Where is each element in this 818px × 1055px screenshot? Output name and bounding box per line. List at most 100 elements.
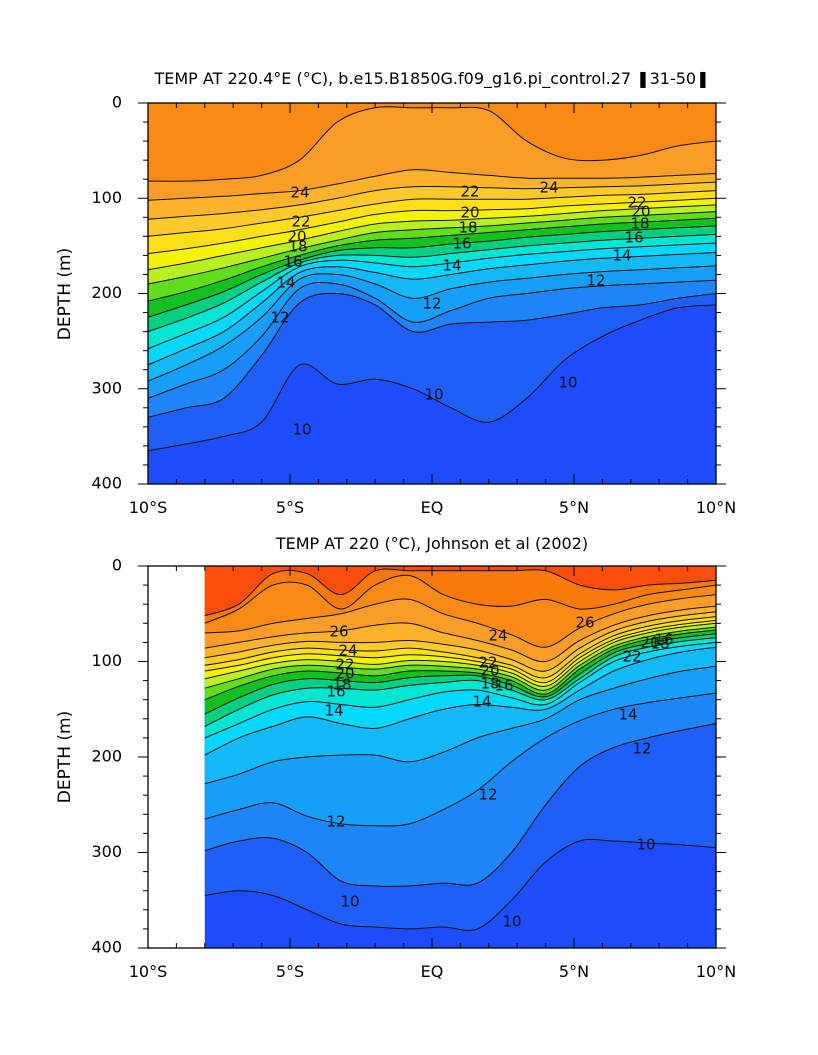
contour-label: 20 xyxy=(460,204,479,222)
y-tick-label: 300 xyxy=(91,842,122,861)
isotherm-line xyxy=(147,233,717,333)
x-tick-label: EQ xyxy=(421,962,444,981)
contour-label: 26 xyxy=(575,614,594,632)
x-tick-label: 10°N xyxy=(696,498,736,517)
axes: 10°S 5°S EQ 5°N 10°N 0 100 200 300 400 xyxy=(91,93,736,518)
contour-label: 10 xyxy=(340,893,359,911)
y-tick-label: 0 xyxy=(112,556,122,575)
isotherm-line xyxy=(147,292,717,418)
contour-label: 20 xyxy=(335,665,354,683)
contour-label: 22 xyxy=(622,648,641,666)
x-tick-label: 5°S xyxy=(276,498,304,517)
isotherm-line xyxy=(147,265,717,382)
isotherm-line xyxy=(147,204,717,271)
chart-title: TEMP AT 220.4°E (°C), b.e15.B1850G.f09_g… xyxy=(153,69,709,89)
contour-label: 10 xyxy=(424,386,443,404)
contour-label: 18 xyxy=(630,215,649,233)
contour-label: 24 xyxy=(488,627,507,645)
contour-label: 26 xyxy=(329,623,348,641)
isotherm-line xyxy=(204,692,717,827)
contour-label: 20 xyxy=(631,203,650,221)
contour-label: 10 xyxy=(636,836,655,854)
contour-label: 14 xyxy=(472,693,491,711)
x-tick-label: 5°S xyxy=(276,962,304,981)
contour-label: 10 xyxy=(292,421,311,439)
isotherm-line xyxy=(147,169,717,201)
temperature-band xyxy=(148,103,716,182)
contour-label: 14 xyxy=(612,247,631,265)
isotherm-line xyxy=(204,574,717,624)
contour-label: 18 xyxy=(480,675,499,693)
isotherm-line xyxy=(147,217,717,302)
isotherm-line xyxy=(204,633,717,715)
contour-label: 24 xyxy=(338,642,357,660)
isotherm-line xyxy=(147,242,717,350)
isotherm-line xyxy=(204,723,717,887)
axes: 10°S 5°S EQ 5°N 10°N 0 100 200 300 400 xyxy=(91,556,736,982)
isotherm-line xyxy=(147,190,717,237)
y-axis-title: DEPTH (m) xyxy=(55,711,75,803)
x-tick-label: 5°N xyxy=(559,498,589,517)
x-tick-label: 10°S xyxy=(129,498,168,517)
isotherm-line xyxy=(204,611,717,672)
contour-fills xyxy=(204,566,717,948)
isotherm-line xyxy=(204,605,717,663)
contour-label: 24 xyxy=(290,184,309,202)
isotherm-line xyxy=(204,619,717,684)
contour-label: 10 xyxy=(558,374,577,392)
contour-fills xyxy=(148,103,716,484)
isotherm-line xyxy=(204,637,717,727)
contour-label: 16 xyxy=(624,229,643,247)
contour-label: 12 xyxy=(478,786,497,804)
contour-label: 16 xyxy=(326,683,345,701)
isotherm-line xyxy=(147,181,717,220)
temperature-band xyxy=(204,566,717,616)
isotherm-line xyxy=(204,641,717,739)
contour-label: 20 xyxy=(287,228,306,246)
y-tick-label: 200 xyxy=(91,283,122,302)
contour-lines xyxy=(204,568,717,932)
contour-label: 14 xyxy=(442,257,461,275)
isotherm-line xyxy=(204,629,717,701)
contour-label: 18 xyxy=(650,635,669,653)
y-tick-label: 200 xyxy=(91,747,122,766)
contour-label: 16 xyxy=(283,253,302,271)
contour-label: 20 xyxy=(640,634,659,652)
contour-label: 16 xyxy=(494,677,513,695)
y-tick-label: 100 xyxy=(91,651,122,670)
isotherm-line xyxy=(204,616,717,679)
contour-label: 14 xyxy=(276,274,295,292)
contour-label: 22 xyxy=(478,654,497,672)
contour-label: 12 xyxy=(632,740,651,758)
y-axis-title: DEPTH (m) xyxy=(55,248,75,340)
y-tick-label: 0 xyxy=(112,93,122,112)
isotherm-line xyxy=(147,304,717,452)
contour-label: 22 xyxy=(291,213,310,231)
isotherm-line xyxy=(204,626,717,691)
contour-label: 12 xyxy=(326,813,345,831)
contour-label: 22 xyxy=(627,194,646,212)
isotherm-line xyxy=(204,665,717,785)
isotherm-line xyxy=(204,622,717,687)
isotherm-line xyxy=(204,594,717,648)
contour-label: 12 xyxy=(586,272,605,290)
contour-label: 12 xyxy=(422,295,441,313)
y-tick-label: 400 xyxy=(91,474,122,493)
contour-label: 10 xyxy=(502,913,521,931)
contour-label: 24 xyxy=(539,179,558,197)
contour-label: 22 xyxy=(335,656,354,674)
isotherm-line xyxy=(147,211,717,285)
x-tick-label: 10°N xyxy=(696,962,736,981)
contour-label: 18 xyxy=(332,676,351,694)
contour-label: 14 xyxy=(324,702,343,720)
isotherm-line xyxy=(204,646,717,756)
isotherm-line xyxy=(147,279,717,399)
isotherm-line xyxy=(147,225,717,318)
isotherm-line xyxy=(204,838,717,932)
contour-lines xyxy=(147,106,717,452)
y-tick-label: 400 xyxy=(91,938,122,957)
